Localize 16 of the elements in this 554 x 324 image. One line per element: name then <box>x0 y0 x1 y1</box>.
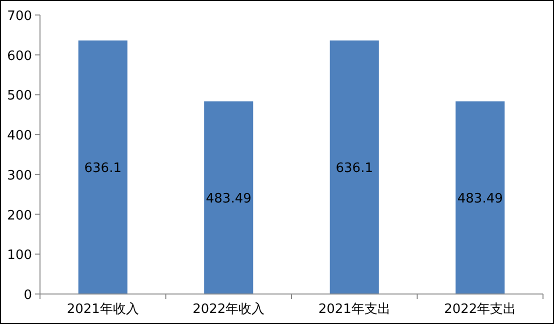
x-tick-label: 2022年收入 <box>192 302 265 317</box>
y-tick-label: 400 <box>7 128 32 144</box>
y-tick-label: 200 <box>7 208 32 224</box>
x-tick-label: 2021年收入 <box>66 302 139 317</box>
y-tick-label: 100 <box>7 248 32 264</box>
y-tick-label: 500 <box>7 88 32 104</box>
data-label: 636.1 <box>84 161 122 176</box>
x-tick-label: 2021年支出 <box>318 302 390 317</box>
data-label: 483.49 <box>206 192 252 207</box>
y-tick-label: 700 <box>7 9 32 24</box>
data-label: 636.1 <box>336 161 373 176</box>
y-tick-label: 300 <box>7 168 32 184</box>
x-tick-label: 2022年支出 <box>444 302 516 317</box>
data-label: 483.49 <box>457 192 503 207</box>
y-tick-label: 600 <box>7 48 32 64</box>
y-tick-label: 0 <box>24 288 32 303</box>
